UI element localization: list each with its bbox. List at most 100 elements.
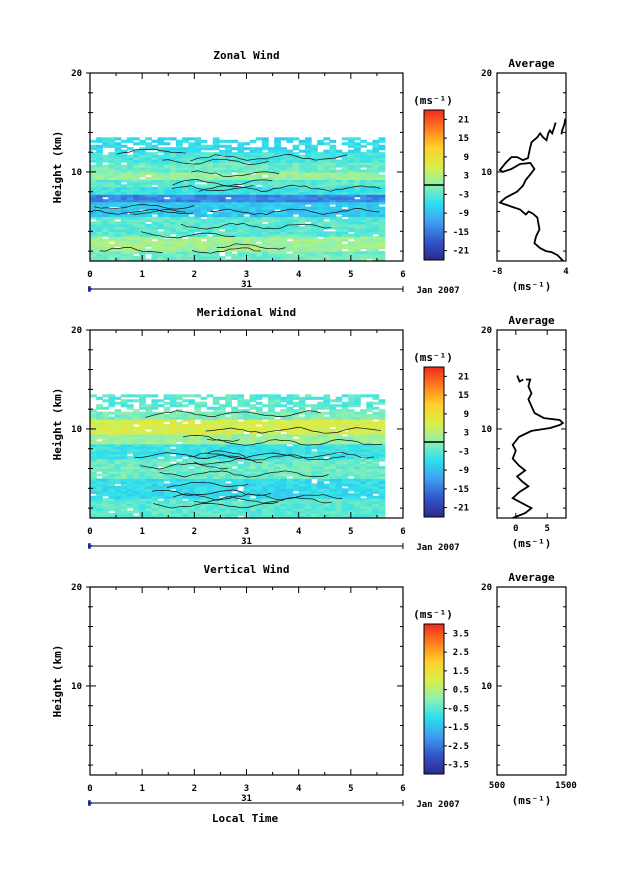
heatmap-cell xyxy=(120,401,128,405)
heatmap-cell xyxy=(145,461,153,465)
heatmap-cell xyxy=(268,258,275,262)
heatmap-cell xyxy=(335,184,343,188)
heatmap-cell xyxy=(175,394,183,398)
heatmap-cell xyxy=(212,258,220,262)
heatmap-cell xyxy=(323,233,331,237)
heatmap-cell xyxy=(274,475,281,480)
heatmap-cell xyxy=(206,490,214,494)
heatmap-cell xyxy=(90,191,97,195)
heatmap-cell xyxy=(354,500,361,504)
heatmap-cell xyxy=(298,406,306,410)
heatmap-cell xyxy=(90,181,97,185)
heatmap-cell xyxy=(90,431,97,435)
heatmap-cell xyxy=(372,466,380,470)
heatmap-cell xyxy=(126,233,134,237)
heatmap-cell xyxy=(102,480,110,484)
heatmap-cell xyxy=(354,478,361,482)
heatmap-cell xyxy=(298,228,306,232)
heatmap-cell xyxy=(225,466,232,470)
heatmap-cell xyxy=(243,184,251,188)
date-month-label: Jan 2007 xyxy=(416,800,459,810)
heatmap-cell xyxy=(212,144,220,148)
heatmap-cell xyxy=(151,157,159,161)
heatmap-cell xyxy=(378,488,386,492)
heatmap-cell xyxy=(194,424,202,428)
heatmap-cell xyxy=(102,253,110,257)
heatmap-cell xyxy=(145,493,153,497)
heatmap-cell xyxy=(268,396,275,400)
heatmap-cell xyxy=(366,436,374,440)
heatmap-cell xyxy=(274,438,281,442)
heatmap-cell xyxy=(280,483,288,487)
heatmap-cell xyxy=(268,186,275,190)
heatmap-cell xyxy=(132,243,140,247)
heatmap-cell xyxy=(200,174,208,178)
heatmap-cell xyxy=(286,409,294,413)
heatmap-cell xyxy=(182,216,189,220)
heatmap-cell xyxy=(292,433,300,437)
heatmap-cell xyxy=(132,196,140,200)
heatmap-cell xyxy=(225,443,232,447)
heatmap-cell xyxy=(354,505,361,509)
heatmap-cell xyxy=(182,176,189,180)
heatmap-cell xyxy=(212,221,220,225)
heatmap-cell xyxy=(114,505,122,509)
heatmap-cell xyxy=(169,404,177,408)
contour-line xyxy=(173,493,343,501)
heatmap-cell xyxy=(200,147,208,151)
heatmap-cell xyxy=(126,196,134,200)
heatmap-cell xyxy=(298,409,306,413)
heatmap-cell xyxy=(372,196,380,200)
heatmap-cell xyxy=(323,399,331,403)
heatmap-cell xyxy=(126,463,134,467)
heatmap-cell xyxy=(261,218,269,223)
heatmap-cell xyxy=(323,443,331,447)
heatmap-cell xyxy=(249,480,257,484)
heatmap-cell xyxy=(341,436,349,440)
heatmap-cell xyxy=(188,453,195,457)
heatmap-cell xyxy=(132,438,140,442)
heatmap-cell xyxy=(102,428,110,433)
heatmap-cell xyxy=(280,174,288,178)
heatmap-cell xyxy=(237,404,245,408)
heatmap-cell xyxy=(145,248,153,252)
heatmap-cell xyxy=(163,463,171,467)
heatmap-cell xyxy=(175,147,183,151)
heatmap-cell xyxy=(231,396,238,400)
heatmap-cell xyxy=(90,513,97,517)
contour-line xyxy=(193,458,263,465)
heatmap-cell xyxy=(108,505,116,509)
heatmap-cell xyxy=(372,211,380,215)
heatmap-cell xyxy=(151,253,159,257)
heatmap-cell xyxy=(145,503,153,507)
heatmap-cell xyxy=(169,196,177,200)
heatmap-cell xyxy=(292,243,300,247)
heatmap-cell xyxy=(96,451,103,455)
heatmap-cell xyxy=(280,458,288,462)
heatmap-cell xyxy=(366,221,374,225)
heatmap-cell xyxy=(120,196,128,200)
heatmap-cell xyxy=(218,500,226,504)
heatmap-cell xyxy=(212,503,220,507)
heatmap-cell xyxy=(132,436,140,440)
heatmap-cell xyxy=(378,221,386,225)
heatmap-cell xyxy=(304,167,312,171)
heatmap-cell xyxy=(218,196,226,200)
heatmap-cell xyxy=(225,448,232,452)
heatmap-cell xyxy=(120,414,128,418)
heatmap-cell xyxy=(145,421,153,425)
x-tick-label: 3 xyxy=(244,270,249,280)
heatmap-cell xyxy=(292,463,300,467)
heatmap-cell xyxy=(243,505,251,509)
date-month-label: Jan 2007 xyxy=(416,286,459,296)
heatmap-cell xyxy=(280,416,288,420)
heatmap-cell xyxy=(200,157,208,161)
heatmap-cell xyxy=(132,191,140,195)
heatmap-cell xyxy=(206,157,214,161)
heatmap-cell xyxy=(175,498,183,502)
heatmap-cell xyxy=(280,199,288,203)
heatmap-cell xyxy=(317,258,324,262)
heatmap-cell xyxy=(292,448,300,452)
heatmap-cell xyxy=(286,204,294,208)
heatmap-cell xyxy=(360,426,367,430)
